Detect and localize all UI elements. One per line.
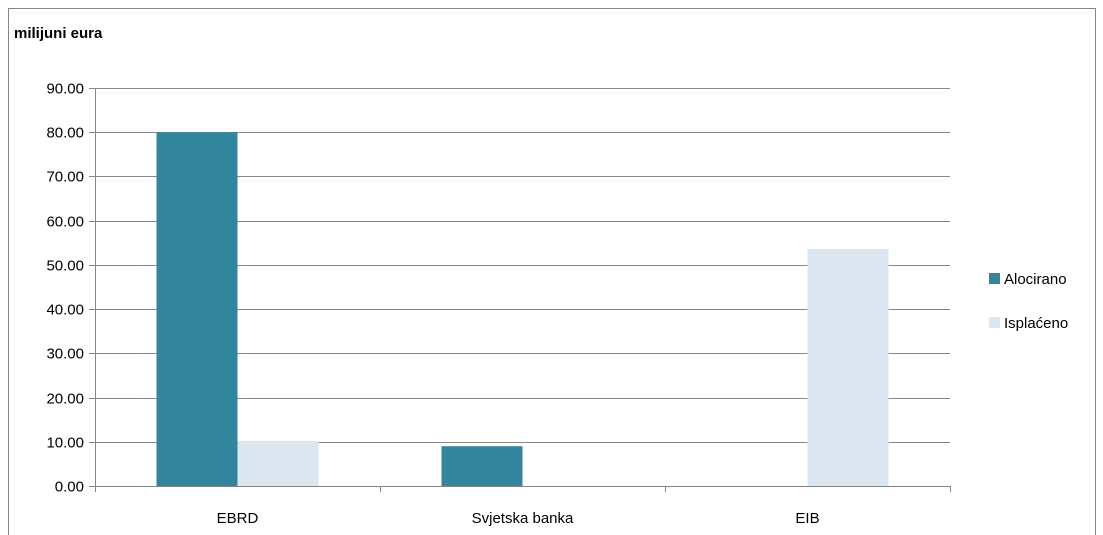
bar-alocirano-ebrd [156, 132, 238, 486]
x-category-label: EIB [795, 510, 819, 527]
x-axis-labels: EBRD Svjetska banka EIB [217, 510, 820, 527]
legend-label-isplaćeno: Isplaćeno [1004, 315, 1068, 332]
chart-border [8, 8, 1096, 535]
y-tick-label: 30.00 [46, 346, 84, 363]
y-tick-label: 60.00 [46, 214, 84, 231]
y-axis-ticks: 0.00 10.00 20.00 30.00 40.00 50.00 60.00 70.00 8… [46, 81, 95, 496]
y-tick-label: 70.00 [46, 169, 84, 186]
legend-label-alocirano: Alocirano [1004, 271, 1067, 288]
legend-swatch-isplaćeno [989, 317, 1000, 328]
bars [156, 132, 889, 486]
y-tick-label: 20.00 [46, 391, 84, 408]
bar-isplaćeno-eib [807, 248, 889, 486]
y-tick-label: 0.00 [55, 479, 84, 496]
bar-alocirano-svjetska-banka [441, 446, 523, 486]
bar-isplaćeno-ebrd [237, 440, 319, 486]
y-tick-label: 10.00 [46, 435, 84, 452]
axes [95, 88, 951, 492]
legend: Alocirano Isplaćeno [989, 271, 1068, 332]
legend-swatch-alocirano [989, 273, 1000, 284]
y-tick-label: 90.00 [46, 81, 84, 98]
y-tick-label: 40.00 [46, 302, 84, 319]
x-category-label: EBRD [217, 510, 259, 527]
y-tick-label: 80.00 [46, 125, 84, 142]
unit-label: milijuni eura [14, 25, 103, 42]
x-category-label: Svjetska banka [472, 510, 574, 527]
y-tick-label: 50.00 [46, 258, 84, 275]
